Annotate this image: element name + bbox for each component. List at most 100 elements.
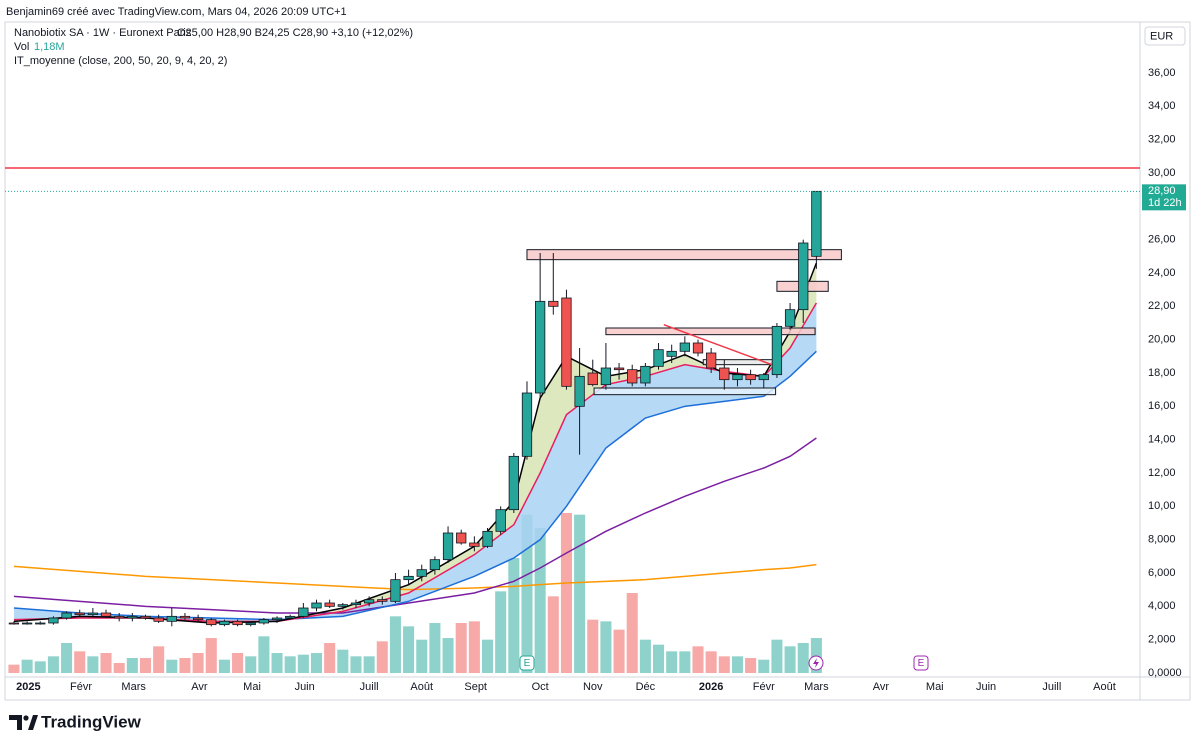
moving-average — [13, 437, 817, 614]
candle-body — [469, 542, 480, 547]
candle-body — [363, 599, 375, 604]
volume-bar — [705, 651, 717, 673]
volume-bar — [87, 656, 99, 673]
candle-body — [48, 617, 59, 624]
volume-bar — [692, 646, 704, 673]
candle-body — [337, 604, 348, 607]
y-tick-label: 14,00 — [1148, 434, 1176, 446]
y-tick-label: 2,000 — [1148, 634, 1176, 646]
volume-bar — [626, 593, 638, 673]
zone — [593, 387, 777, 396]
y-tick-label: 8,000 — [1148, 534, 1176, 546]
candle-body — [798, 242, 809, 311]
candle-body — [600, 367, 612, 386]
zone — [605, 327, 816, 336]
candle-body — [587, 372, 598, 386]
candle-body — [192, 617, 204, 621]
last-price-box — [1142, 184, 1186, 211]
volume-bar — [508, 558, 520, 673]
x-tick-label: Févr — [753, 681, 775, 693]
countdown-label: 1d 22h — [1148, 197, 1182, 209]
y-tick-label: 24,00 — [1148, 267, 1176, 279]
volume-bar — [771, 639, 783, 673]
volume-bar — [389, 616, 401, 673]
y-tick-label: 6,000 — [1148, 567, 1176, 579]
x-tick-label: Mars — [804, 681, 829, 693]
volume-bar — [376, 641, 388, 673]
currency: EUR — [1150, 30, 1173, 42]
volume-bar — [245, 656, 257, 673]
volume-bar — [587, 619, 599, 673]
x-tick-label: Déc — [636, 681, 656, 693]
candle-body — [456, 532, 467, 544]
candle-body — [482, 530, 493, 547]
volume-bar — [310, 653, 323, 673]
candle-body — [298, 607, 309, 617]
volume-bar — [679, 651, 691, 673]
volume-bar — [218, 659, 230, 673]
volume-bar — [205, 638, 217, 673]
candle-body — [732, 374, 743, 381]
candle-body — [127, 615, 138, 619]
x-tick-label: Juill — [360, 681, 379, 693]
x-tick-label: Mai — [926, 681, 944, 693]
moving-average — [13, 302, 818, 623]
volume-bar — [350, 656, 362, 673]
earnings-icon: E — [913, 655, 929, 671]
candle-body — [21, 622, 33, 625]
x-tick-label: 2026 — [699, 681, 723, 693]
candle-body — [403, 575, 414, 581]
candle-body — [377, 599, 388, 602]
candle-body — [324, 602, 335, 607]
volume-bar — [113, 663, 125, 673]
y-tick-label: 32,00 — [1148, 134, 1176, 146]
volume-bar — [324, 643, 336, 673]
candle-body — [561, 297, 572, 387]
x-tick-label: Mars — [121, 681, 146, 693]
zone — [526, 249, 842, 261]
volume-bar — [74, 651, 86, 673]
x-tick-label: Mai — [243, 681, 261, 693]
candle-body — [640, 365, 651, 384]
x-tick-label: Juin — [295, 681, 315, 693]
trendline — [663, 323, 782, 369]
candle-body — [719, 367, 730, 381]
brand: TradingView — [41, 712, 142, 731]
brand-logo — [9, 715, 38, 730]
volume-bar — [547, 596, 559, 673]
x-tick-label: Avr — [191, 681, 208, 693]
volume-bar — [271, 653, 283, 673]
candle-body — [285, 615, 296, 619]
candle-body — [153, 617, 164, 622]
volume-bar — [363, 656, 375, 673]
candle-body — [574, 375, 585, 407]
y-tick-label: 4,000 — [1148, 600, 1176, 612]
y-tick-label: 34,00 — [1148, 100, 1176, 112]
volume-bar — [47, 656, 59, 673]
y-tick-label: 18,00 — [1148, 367, 1176, 379]
currency-box — [1144, 26, 1186, 46]
volume-bar — [337, 649, 349, 673]
volume-bar — [495, 591, 507, 673]
volume-bar — [810, 638, 822, 673]
volume-bar — [153, 646, 165, 673]
y-tick-label: 26,00 — [1148, 234, 1176, 246]
x-tick-label: Août — [1093, 681, 1116, 693]
candle-body — [653, 349, 664, 367]
y-tick-label: 36,00 — [1148, 67, 1176, 79]
candle-body — [245, 622, 256, 626]
x-tick-label: Juin — [976, 681, 996, 693]
svg-text:E: E — [918, 658, 925, 669]
credit: Benjamin69 créé avec TradingView.com, Ma… — [6, 6, 347, 18]
volume-bar — [284, 656, 296, 673]
candle-body — [61, 612, 72, 619]
candle-body — [232, 620, 243, 626]
volume-bar — [574, 514, 586, 673]
volume-bar — [731, 656, 743, 673]
x-tick-label: Oct — [532, 681, 549, 693]
earnings-icon: E — [519, 655, 535, 671]
candle-body — [35, 622, 46, 625]
candle-body — [508, 455, 519, 511]
